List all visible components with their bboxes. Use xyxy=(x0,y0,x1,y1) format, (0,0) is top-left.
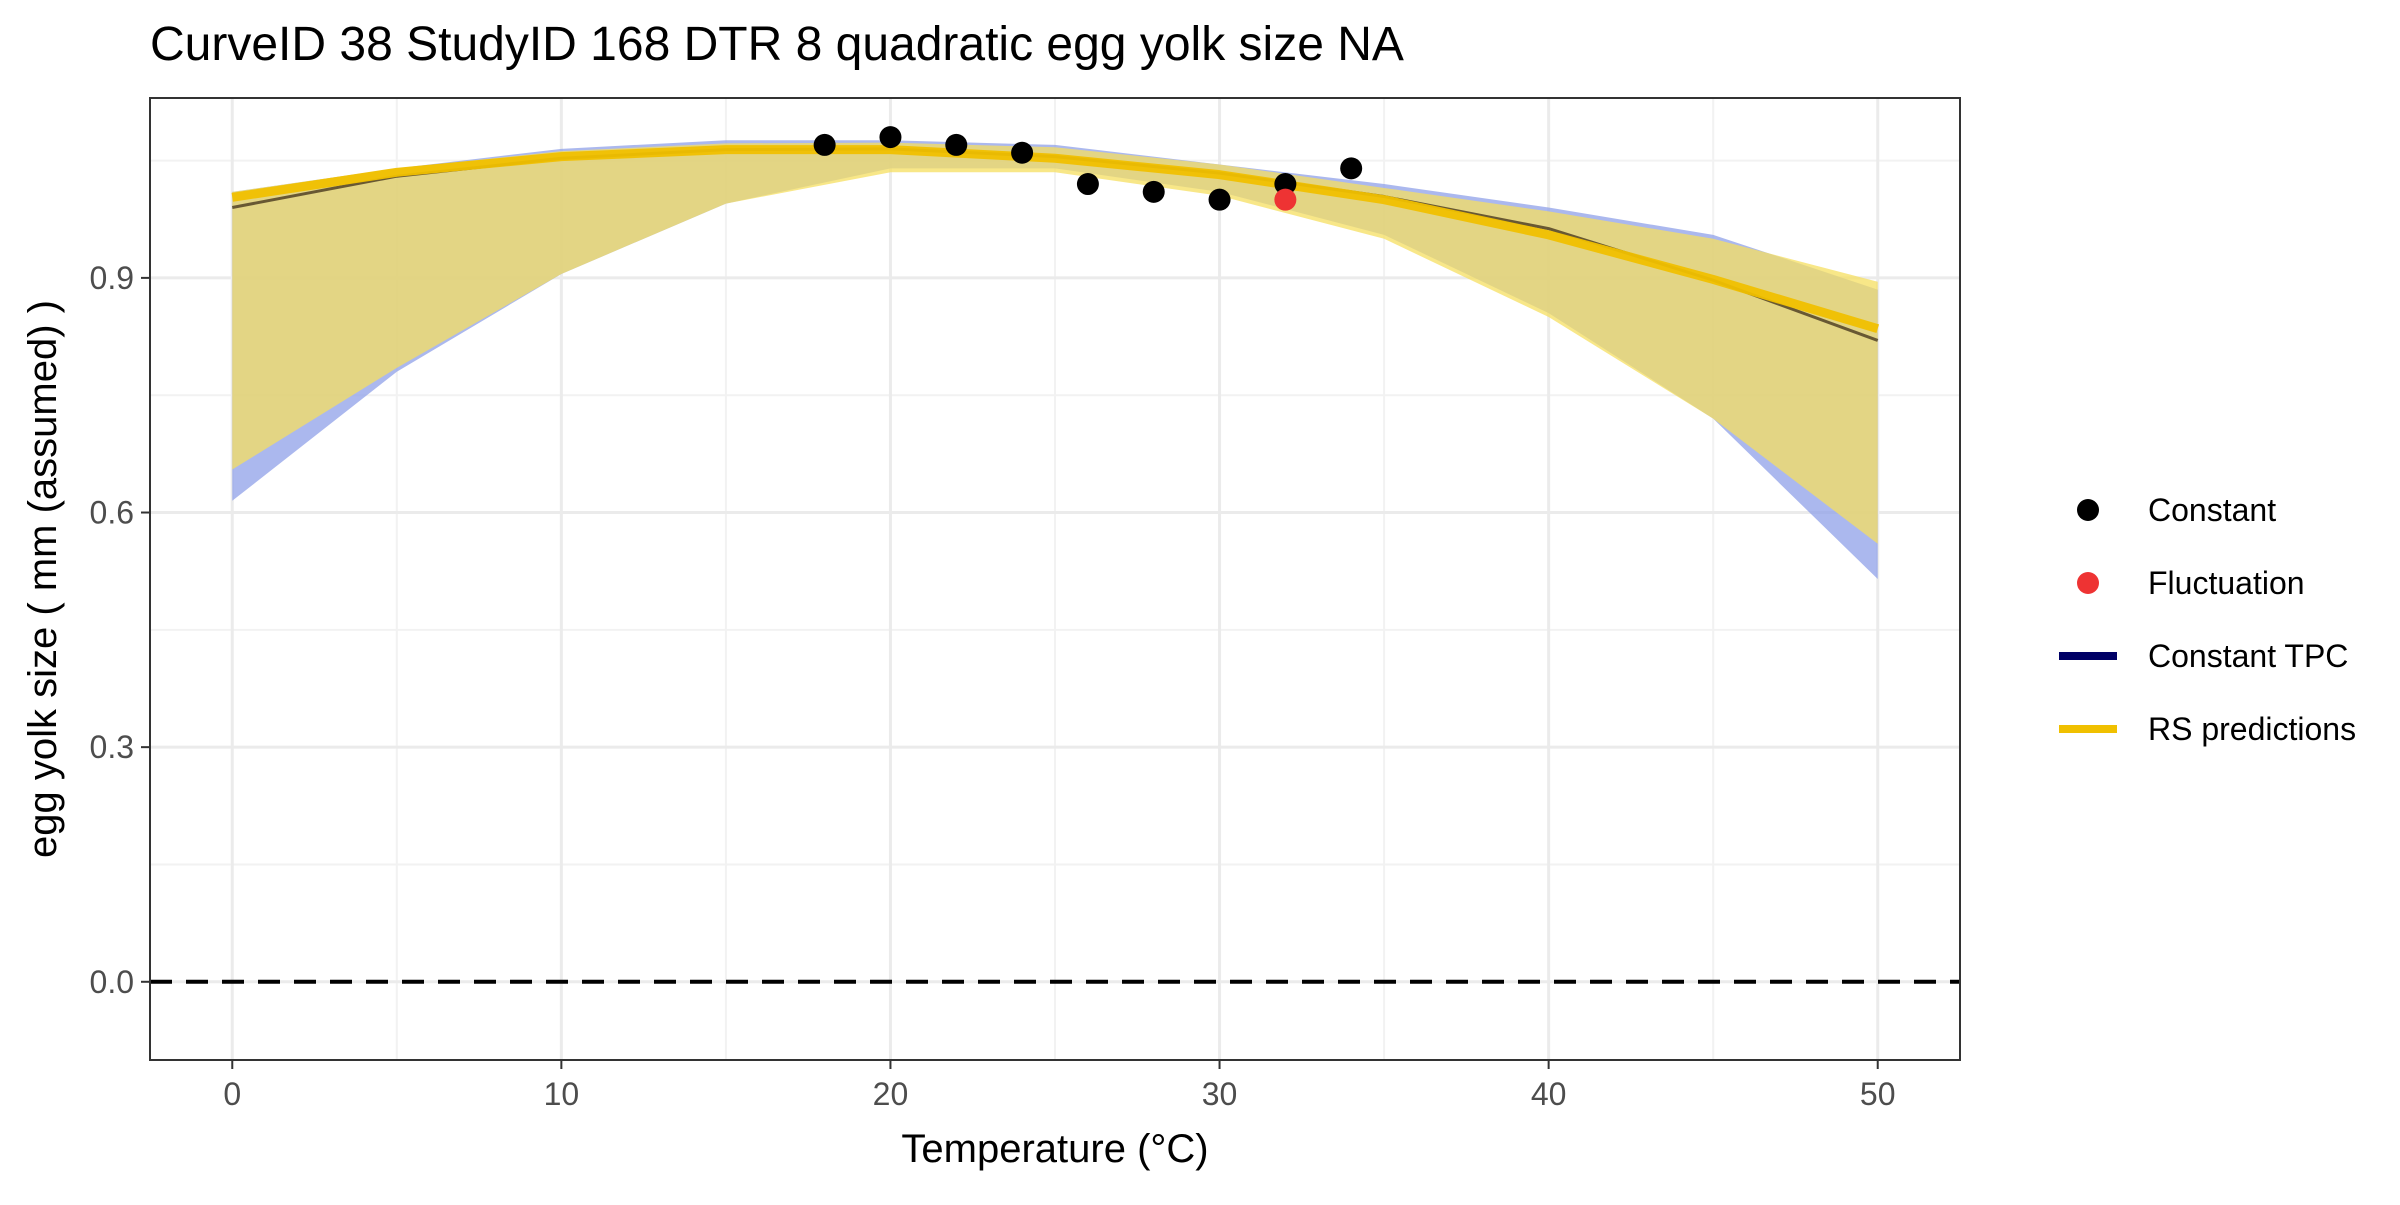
y-tick-label: 0.9 xyxy=(90,260,134,296)
line-layer xyxy=(231,145,1880,342)
legend-constant-tpc-label: Constant TPC xyxy=(2148,638,2348,674)
legend-fluctuation-label: Fluctuation xyxy=(2148,565,2305,601)
data-point-constant xyxy=(1274,173,1297,196)
x-tick-label: 50 xyxy=(1860,1076,1896,1112)
y-tick-label: 0.0 xyxy=(90,964,134,1000)
data-point-constant xyxy=(1076,173,1099,196)
point-layer xyxy=(813,126,1363,211)
chart-title: CurveID 38 StudyID 168 DTR 8 quadratic e… xyxy=(150,18,1404,71)
x-tick-label: 0 xyxy=(223,1076,241,1112)
x-tick-label: 30 xyxy=(1202,1076,1238,1112)
data-point-constant xyxy=(813,133,836,156)
x-tick-label: 10 xyxy=(544,1076,580,1112)
data-point-constant xyxy=(1011,141,1034,164)
data-point-constant xyxy=(1208,188,1231,211)
confidence-band-rs-predictions xyxy=(232,142,1878,544)
data-point-constant xyxy=(945,133,968,156)
legend-rs-predictions-label: RS predictions xyxy=(2148,711,2356,747)
y-axis-title: egg yolk size ( mm (assumed) ) xyxy=(21,300,65,858)
legend-constant-label: Constant xyxy=(2148,492,2276,528)
series-line-rs-predictions xyxy=(231,145,1880,334)
data-point-constant xyxy=(879,126,902,149)
x-axis-ticks: 0 10 20 30 40 50 xyxy=(223,1060,1896,1112)
panel-border xyxy=(149,97,1961,1061)
y-axis-ticks: 0.0 0.3 0.6 0.9 xyxy=(90,260,150,1000)
x-tick-label: 20 xyxy=(873,1076,909,1112)
x-tick-label: 40 xyxy=(1531,1076,1567,1112)
x-axis-title: Temperature (°C) xyxy=(901,1127,1208,1171)
legend-constant-key xyxy=(2077,499,2099,521)
band-layer xyxy=(232,140,1878,580)
data-point-constant xyxy=(1340,157,1363,180)
legend: Constant Fluctuation Constant TPC RS predic… xyxy=(2059,492,2356,747)
y-tick-label: 0.6 xyxy=(90,495,134,531)
data-point-fluctuation xyxy=(1274,188,1297,211)
legend-fluctuation-key xyxy=(2077,572,2099,594)
y-tick-label: 0.3 xyxy=(90,729,134,765)
data-point-constant xyxy=(1142,180,1165,203)
